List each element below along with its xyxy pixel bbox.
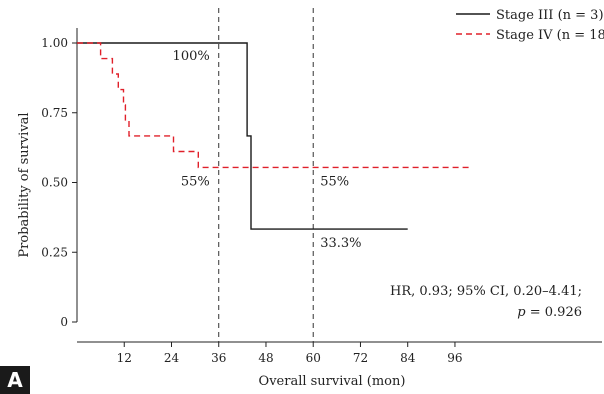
panel-label: A [0,366,30,394]
legend-label: Stage IV (n = 18) [496,28,604,43]
survival-curve [77,42,471,169]
x-tick-label: 36 [211,351,226,365]
x-tick-label: 48 [258,351,273,365]
y-axis-label: Probability of survival [17,112,32,257]
legend-label: Stage III (n = 3) [496,8,604,23]
x-tick-label: 96 [447,351,462,365]
plot-area [76,28,602,343]
x-tick-label: 24 [164,351,180,365]
p-value: = 0.926 [526,305,582,320]
y-tick-label: 1.00 [41,36,68,50]
stats-text: HR, 0.93; 95% CI, 0.20–4.41; p = 0.926 [390,284,582,320]
x-tick-label: 72 [353,351,368,365]
y-axis-ticks: 0 0.25 0.50 0.75 1.00 [41,36,77,329]
annotation-label: 55% [320,174,349,189]
y-tick-label: 0.50 [41,176,68,190]
x-tick-label: 84 [400,351,416,365]
annotation-label: 55% [181,174,210,189]
survival-curves [77,42,471,230]
x-axis-ticks: 12 24 36 48 60 72 84 96 [117,342,463,365]
legend: Stage III (n = 3) Stage IV (n = 18) [456,8,604,43]
stats-line-2: p = 0.926 [517,305,582,320]
x-axis-label: Overall survival (mon) [259,374,406,389]
annotations: 100% 55% 55% 33.3% [173,49,362,251]
survival-curve [77,42,408,230]
p-symbol: p [517,305,526,320]
stats-line-1: HR, 0.93; 95% CI, 0.20–4.41; [390,284,582,299]
annotation-label: 100% [173,49,210,64]
x-tick-label: 12 [117,351,132,365]
y-tick-label: 0.25 [41,245,68,259]
y-tick-label: 0.75 [41,106,68,120]
x-tick-label: 60 [306,351,321,365]
reference-lines [218,8,314,342]
y-tick-label: 0 [60,315,68,329]
annotation-label: 33.3% [320,236,361,251]
